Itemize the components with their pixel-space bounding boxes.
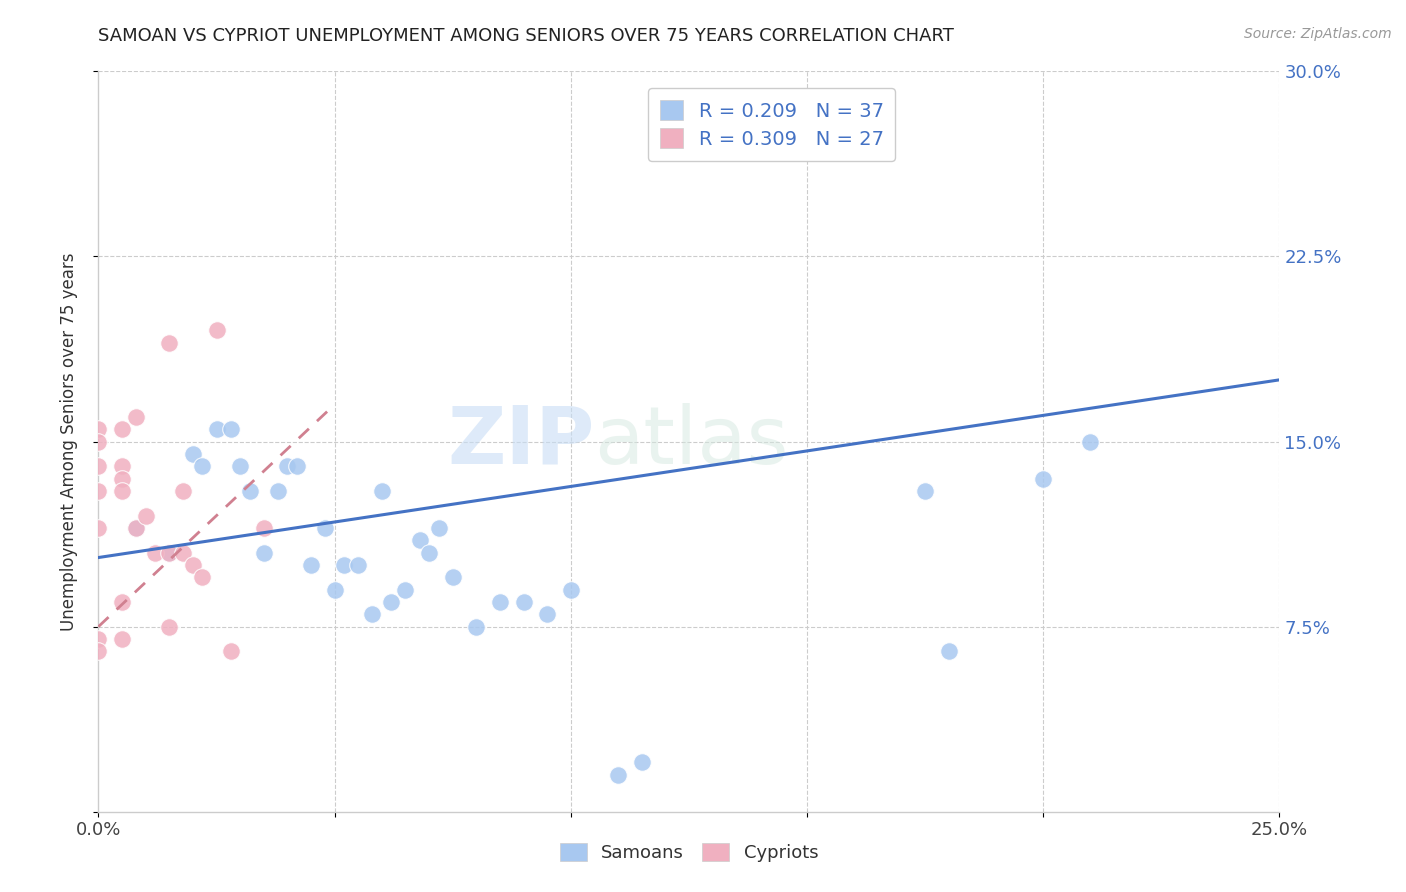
Point — [111, 483, 134, 498]
Text: SAMOAN VS CYPRIOT UNEMPLOYMENT AMONG SENIORS OVER 75 YEARS CORRELATION CHART: SAMOAN VS CYPRIOT UNEMPLOYMENT AMONG SEN… — [98, 27, 955, 45]
Point — [536, 607, 558, 622]
Point — [418, 546, 440, 560]
Point — [205, 422, 228, 436]
Point — [172, 546, 194, 560]
Point — [914, 483, 936, 498]
Y-axis label: Unemployment Among Seniors over 75 years: Unemployment Among Seniors over 75 years — [59, 252, 77, 631]
Text: ZIP: ZIP — [447, 402, 595, 481]
Point — [938, 644, 960, 658]
Point — [489, 595, 512, 609]
Point — [191, 459, 214, 474]
Point — [253, 546, 276, 560]
Point — [125, 521, 148, 535]
Point — [427, 521, 450, 535]
Point — [157, 546, 180, 560]
Point — [844, 126, 866, 140]
Point — [285, 459, 308, 474]
Point — [394, 582, 416, 597]
Point — [87, 521, 110, 535]
Point — [276, 459, 298, 474]
Point — [181, 558, 204, 572]
Point — [87, 483, 110, 498]
Point — [111, 422, 134, 436]
Point — [229, 459, 252, 474]
Point — [191, 570, 214, 584]
Text: Source: ZipAtlas.com: Source: ZipAtlas.com — [1244, 27, 1392, 41]
Point — [607, 767, 630, 781]
Point — [125, 521, 148, 535]
Point — [239, 483, 262, 498]
Point — [465, 619, 488, 633]
Point — [314, 521, 336, 535]
Point — [135, 508, 157, 523]
Point — [181, 447, 204, 461]
Point — [87, 459, 110, 474]
Point — [205, 324, 228, 338]
Point — [111, 471, 134, 485]
Point — [299, 558, 322, 572]
Point — [441, 570, 464, 584]
Point — [157, 546, 180, 560]
Text: atlas: atlas — [595, 402, 789, 481]
Point — [172, 483, 194, 498]
Point — [347, 558, 370, 572]
Point — [157, 335, 180, 350]
Legend: Samoans, Cypriots: Samoans, Cypriots — [553, 836, 825, 870]
Point — [87, 632, 110, 646]
Point — [1080, 434, 1102, 449]
Point — [87, 434, 110, 449]
Point — [361, 607, 384, 622]
Point — [157, 619, 180, 633]
Point — [630, 756, 652, 770]
Point — [143, 546, 166, 560]
Point — [87, 644, 110, 658]
Point — [111, 632, 134, 646]
Point — [512, 595, 534, 609]
Point — [560, 582, 582, 597]
Point — [87, 422, 110, 436]
Point — [125, 409, 148, 424]
Point — [408, 533, 430, 548]
Point — [219, 422, 242, 436]
Point — [371, 483, 394, 498]
Point — [333, 558, 356, 572]
Point — [253, 521, 276, 535]
Point — [111, 459, 134, 474]
Point — [380, 595, 402, 609]
Point — [323, 582, 346, 597]
Point — [1032, 471, 1054, 485]
Point — [219, 644, 242, 658]
Point — [111, 595, 134, 609]
Point — [267, 483, 290, 498]
